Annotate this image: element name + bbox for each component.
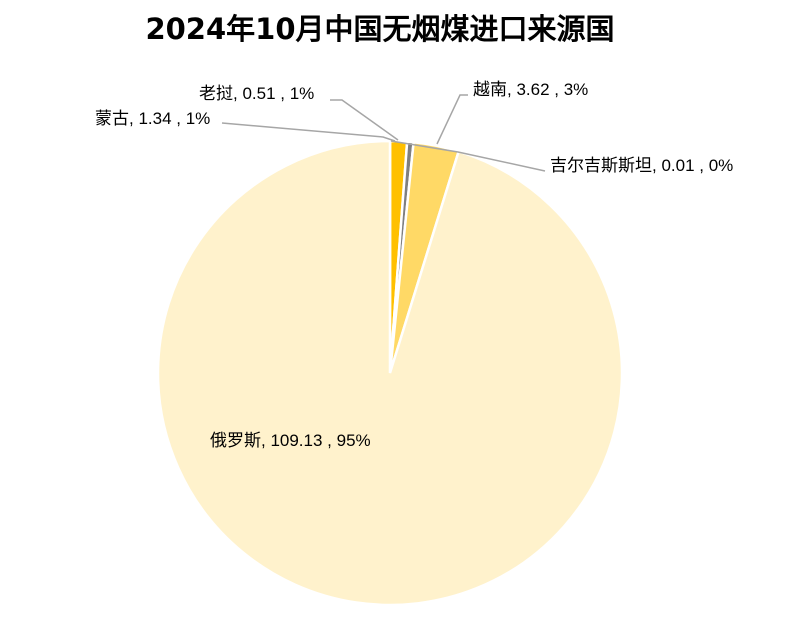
data-label-1: 蒙古, 1.34 , 1% bbox=[95, 109, 210, 128]
leader-line-3 bbox=[436, 94, 468, 145]
pie-slice-4 bbox=[156, 139, 624, 607]
leader-line-2 bbox=[330, 99, 399, 141]
data-label-0: 吉尔吉斯斯坦, 0.01 , 0% bbox=[550, 156, 733, 175]
data-label-3: 越南, 3.62 , 3% bbox=[473, 80, 588, 99]
leader-line-0 bbox=[390, 140, 546, 172]
leader-line-1 bbox=[221, 122, 396, 142]
chart-title: 2024年10月中国无烟煤进口来源国 bbox=[145, 12, 615, 46]
data-label-4: 俄罗斯, 109.13 , 95% bbox=[210, 431, 371, 450]
data-label-2: 老挝, 0.51 , 1% bbox=[199, 84, 314, 103]
